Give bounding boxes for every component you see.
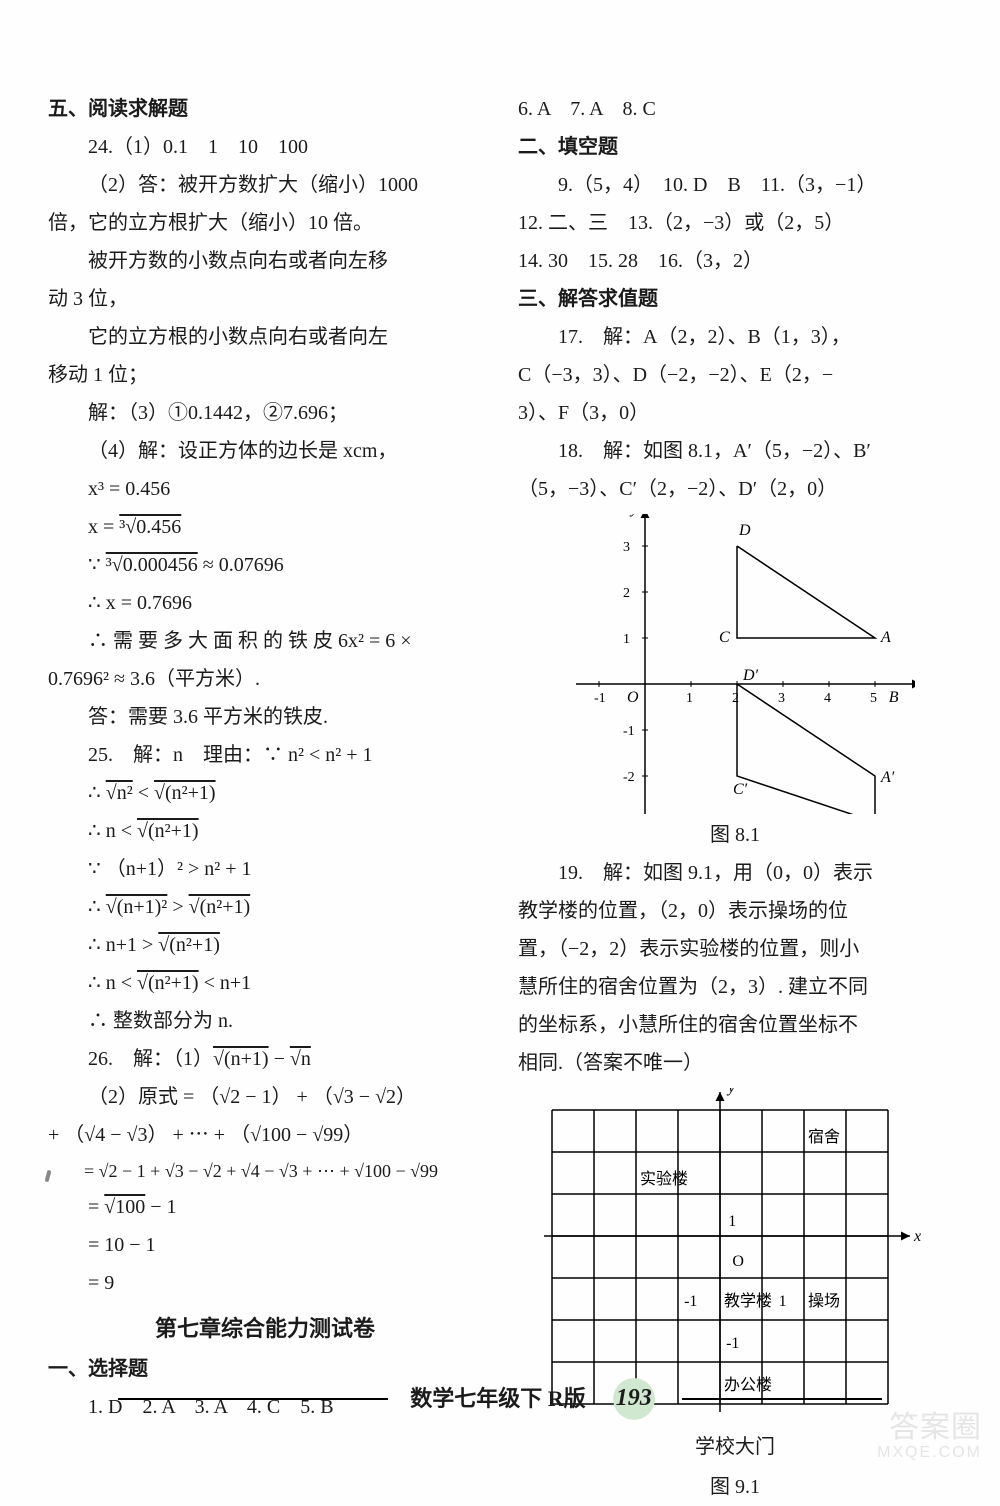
- mc-answers-line: 6. A 7. A 8. C: [518, 90, 952, 128]
- svg-text:-1: -1: [726, 1335, 739, 1352]
- fill-blank-line: 14. 30 15. 28 16.（3，2）: [518, 242, 952, 280]
- svg-text:1: 1: [779, 1293, 787, 1310]
- svg-text:B: B: [889, 689, 899, 706]
- svg-text:5: 5: [870, 691, 877, 706]
- q24-line: ∴ x = 0.7696: [48, 584, 482, 622]
- svg-text:O: O: [732, 1253, 744, 1270]
- q26-line: = 9: [48, 1264, 482, 1302]
- watermark: 答案圈 MXQE.COM: [877, 1411, 982, 1462]
- q24-line: （4）解：设正方体的边长是 xcm，: [48, 432, 482, 470]
- page-footer: 数学七年级下 R版 193: [0, 1372, 1000, 1426]
- q17-line: C（−3，3）、D（−2，−2）、E（2，−: [518, 356, 952, 394]
- q25-line: ∴ n < √(n²+1) < n+1: [48, 964, 482, 1002]
- svg-text:2: 2: [732, 691, 739, 706]
- q25-line: ∵ （n+1）² > n² + 1: [48, 850, 482, 888]
- svg-text:-1: -1: [684, 1293, 697, 1310]
- svg-text:x: x: [913, 1228, 921, 1245]
- q26-line: （2）原式 = （√2 − 1） + （√3 − √2）: [48, 1078, 482, 1116]
- q24-line: 解：（3）①0.1442，②7.696；: [48, 394, 482, 432]
- q24-line: 答：需要 3.6 平方米的铁皮.: [48, 698, 482, 736]
- svg-text:1: 1: [728, 1213, 736, 1230]
- q19-line: 19. 解：如图 9.1，用（0，0）表示: [518, 854, 952, 892]
- section-3-title: 三、解答求值题: [518, 280, 952, 318]
- svg-text:-1: -1: [594, 691, 606, 706]
- q19-line: 置，（−2，2）表示实验楼的位置，则小: [518, 930, 952, 968]
- svg-text:1: 1: [686, 691, 693, 706]
- q26-line: = √2 − 1 + √3 − √2 + √4 − √3 + ⋯ + √100 …: [48, 1154, 482, 1188]
- q24-line: 倍，它的立方根扩大（缩小）10 倍。: [48, 204, 482, 242]
- q25-line: ∴ n+1 > √(n²+1): [48, 926, 482, 964]
- svg-text:2: 2: [623, 586, 630, 601]
- svg-text:y: y: [726, 1088, 736, 1096]
- fill-blank-line: 9.（5，4） 10. D B 11.（3，−1）: [518, 166, 952, 204]
- section-5-title: 五、阅读求解题: [48, 90, 482, 128]
- figure-8-1: xy-112345-3-2-1123ODCAD′C′A′B′B: [555, 514, 915, 814]
- page-number: 193: [608, 1372, 660, 1426]
- footer-title: 数学七年级下 R版: [410, 1378, 585, 1420]
- svg-text:A: A: [880, 629, 891, 646]
- svg-text:D: D: [738, 522, 751, 539]
- q18-line: 18. 解：如图 8.1，A′（5，−2）、B′: [518, 432, 952, 470]
- q24-line: ∴ 需 要 多 大 面 积 的 铁 皮 6x² = 6 ×: [48, 622, 482, 660]
- q26-line: = 10 − 1: [48, 1226, 482, 1264]
- svg-text:1: 1: [623, 632, 630, 647]
- q19-line: 的坐标系，小慧所住的宿舍位置坐标不: [518, 1006, 952, 1044]
- svg-text:实验楼: 实验楼: [640, 1170, 688, 1188]
- q24-line: （2）答：被开方数扩大（缩小）1000: [48, 166, 482, 204]
- q19-line: 相同.（答案不唯一）: [518, 1044, 952, 1082]
- q19-line: 慧所住的宿舍位置为（2，3）. 建立不同: [518, 968, 952, 1006]
- svg-text:4: 4: [824, 691, 831, 706]
- svg-text:C′: C′: [733, 781, 748, 798]
- svg-text:O: O: [627, 689, 639, 706]
- svg-text:A′: A′: [880, 769, 895, 786]
- q25-line: ∴ √(n+1)² > √(n²+1): [48, 888, 482, 926]
- chapter-7-title: 第七章综合能力测试卷: [48, 1302, 482, 1350]
- svg-text:C: C: [719, 629, 730, 646]
- q25-line: ∴ √n² < √(n²+1): [48, 774, 482, 812]
- q26-line: = √100 − 1: [48, 1188, 482, 1226]
- q24-line: x³ = 0.456: [48, 470, 482, 508]
- left-column: 五、阅读求解题 24.（1）0.1 1 10 100 （2）答：被开方数扩大（缩…: [48, 90, 482, 1506]
- q17-line: 3）、F（3，0）: [518, 394, 952, 432]
- svg-text:3: 3: [623, 540, 630, 555]
- svg-text:操场: 操场: [808, 1292, 840, 1310]
- q24-line: 24.（1）0.1 1 10 100: [48, 128, 482, 166]
- q25-line: 25. 解：n 理由：∵ n² < n² + 1: [48, 736, 482, 774]
- q24-line: ∵ ³√0.000456 ≈ 0.07696: [48, 546, 482, 584]
- q24-line: 动 3 位，: [48, 280, 482, 318]
- q25-line: ∴ 整数部分为 n.: [48, 1002, 482, 1040]
- svg-text:-2: -2: [623, 770, 635, 785]
- svg-text:教学楼: 教学楼: [724, 1292, 772, 1310]
- svg-text:D′: D′: [742, 667, 759, 684]
- q17-line: 17. 解：A（2，2）、B（1，3），: [518, 318, 952, 356]
- q26-line: 26. 解：（1）√(n+1) − √n: [48, 1040, 482, 1078]
- q24-line: 它的立方根的小数点向右或者向左: [48, 318, 482, 356]
- svg-text:y: y: [629, 514, 639, 517]
- q24-line: x = ³√0.456: [48, 508, 482, 546]
- fill-blank-line: 12. 二、三 13.（2，−3）或（2，5）: [518, 204, 952, 242]
- section-2-title: 二、填空题: [518, 128, 952, 166]
- svg-text:-1: -1: [623, 724, 635, 739]
- q26-line: + （√4 − √3） + ⋯ + （√100 − √99）: [48, 1116, 482, 1154]
- q24-line: 移动 1 位；: [48, 356, 482, 394]
- q18-line: （5，−3）、C′（2，−2）、D′（2，0）: [518, 470, 952, 508]
- right-column: 6. A 7. A 8. C 二、填空题 9.（5，4） 10. D B 11.…: [518, 90, 952, 1506]
- q25-line: ∴ n < √(n²+1): [48, 812, 482, 850]
- q24-line: 0.7696² ≈ 3.6（平方米）.: [48, 660, 482, 698]
- q24-line: 被开方数的小数点向右或者向左移: [48, 242, 482, 280]
- svg-text:3: 3: [778, 691, 785, 706]
- figure-8-1-label: 图 8.1: [518, 816, 952, 854]
- svg-text:宿舍: 宿舍: [808, 1128, 840, 1146]
- q19-line: 教学楼的位置，（2，0）表示操场的位: [518, 892, 952, 930]
